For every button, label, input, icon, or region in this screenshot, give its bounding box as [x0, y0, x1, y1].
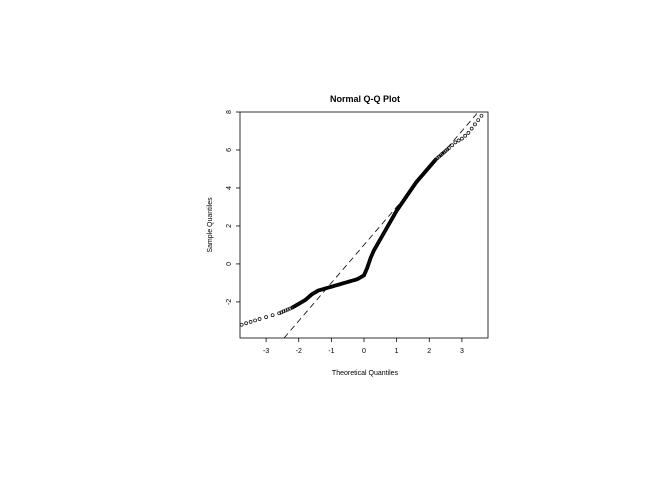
sample-point — [473, 122, 477, 127]
qq-reference-line — [283, 111, 479, 339]
sample-point — [466, 131, 471, 135]
sample-point — [270, 313, 275, 318]
x-tick-label: 0 — [362, 348, 366, 355]
x-tick-label: 3 — [460, 348, 464, 355]
sample-point — [286, 307, 290, 312]
sample-point — [279, 310, 284, 315]
y-tick-label: 8 — [226, 110, 233, 114]
sample-point — [476, 118, 481, 122]
sample-point — [479, 113, 484, 118]
sample-point — [244, 321, 248, 326]
sample-point — [456, 138, 461, 143]
sample-point — [446, 146, 451, 150]
sample-point — [453, 140, 458, 145]
sample-point — [433, 158, 438, 163]
sample-point — [264, 315, 268, 319]
sample-point — [281, 309, 286, 314]
x-tick-label: 1 — [395, 348, 399, 355]
y-tick-label: 2 — [226, 224, 233, 228]
sample-point — [277, 311, 282, 316]
y-tick-label: 0 — [226, 262, 233, 266]
x-axis-label: Theoretical Quantiles — [332, 370, 399, 377]
sample-point — [463, 133, 468, 138]
y-axis: -2 0 2 4 6 8 — [226, 110, 240, 305]
sample-point — [257, 317, 262, 321]
sample-point — [288, 306, 292, 311]
sample-point — [460, 136, 464, 141]
x-tick-label: -3 — [263, 348, 269, 355]
x-tick-label: 2 — [427, 348, 431, 355]
sample-point — [469, 126, 474, 131]
x-tick-label: -2 — [296, 348, 302, 355]
sample-point — [450, 143, 454, 148]
x-tick-label: -1 — [328, 348, 334, 355]
sample-points — [239, 113, 484, 327]
sample-point — [253, 318, 257, 323]
sample-point — [248, 320, 253, 324]
chart-title: Normal Q-Q Plot — [330, 94, 400, 104]
y-tick-label: -2 — [226, 299, 233, 305]
sample-point — [239, 322, 244, 327]
y-axis-label: Sample Quantiles — [207, 197, 214, 253]
y-tick-label: 6 — [226, 148, 233, 152]
sample-point — [283, 308, 288, 313]
plot-area — [239, 111, 484, 339]
y-tick-label: 4 — [226, 186, 233, 190]
x-axis: -3 -2 -1 0 1 2 3 — [263, 338, 464, 355]
